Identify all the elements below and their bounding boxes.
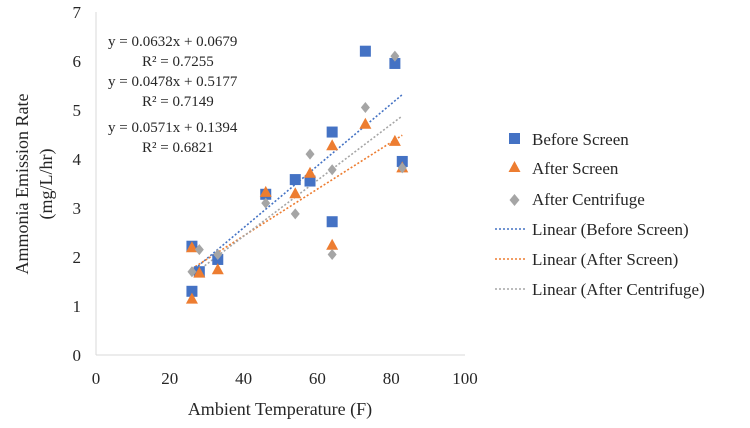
y-axis-unit: (mg/L/hr)	[36, 149, 57, 220]
data-points	[185, 45, 409, 304]
x-tick-label: 40	[235, 369, 252, 388]
x-tick-label: 60	[309, 369, 326, 388]
x-axis-title: Ambient Temperature (F)	[188, 399, 372, 420]
r2-after-centrifuge: R² = 0.6821	[142, 140, 214, 156]
legend-label-after-centrifuge: After Centrifuge	[532, 190, 645, 209]
legend-marker-after-centrifuge	[509, 194, 520, 206]
legend-marker-before-screen	[509, 133, 520, 144]
data-point-after-screen	[359, 117, 372, 129]
data-point-after-centrifuge	[187, 266, 197, 278]
data-point-after-screen	[388, 134, 401, 146]
data-point-after-centrifuge	[261, 197, 271, 209]
x-tick-label: 100	[452, 369, 478, 388]
legend-label-linear-before-screen: Linear (Before Screen)	[532, 220, 689, 239]
x-tick-label: 20	[161, 369, 178, 388]
legend-label-after-screen: After Screen	[532, 159, 619, 178]
data-point-before-screen	[289, 174, 301, 186]
data-point-after-centrifuge	[194, 244, 204, 256]
data-point-after-centrifuge	[390, 50, 400, 62]
data-point-after-centrifuge	[327, 164, 337, 176]
y-tick-labels: 0 1 2 3 4 5 6 7	[73, 3, 82, 365]
y-tick-label: 5	[73, 101, 82, 120]
legend-label-linear-after-screen: Linear (After Screen)	[532, 250, 678, 269]
y-tick-label: 4	[73, 150, 82, 169]
data-point-before-screen	[326, 216, 338, 228]
legend-label-linear-after-centrifuge: Linear (After Centrifuge)	[532, 280, 705, 299]
r2-after-screen: R² = 0.7149	[142, 94, 214, 110]
data-point-after-screen	[185, 241, 198, 253]
data-point-after-centrifuge	[290, 208, 300, 220]
r2-before-screen: R² = 0.7255	[142, 54, 214, 70]
equation-before-screen: y = 0.0632x + 0.0679	[108, 34, 237, 50]
x-tick-label: 0	[92, 369, 101, 388]
y-axis-title: Ammonia Emission Rate	[12, 93, 32, 274]
equation-after-centrifuge: y = 0.0571x + 0.1394	[108, 120, 238, 136]
data-point-before-screen	[186, 285, 198, 297]
data-point-after-centrifuge	[305, 148, 315, 160]
data-point-after-screen	[326, 238, 339, 250]
x-tick-label: 80	[383, 369, 400, 388]
data-point-after-centrifuge	[397, 162, 407, 174]
y-tick-label: 1	[73, 297, 82, 316]
legend-label-before-screen: Before Screen	[532, 130, 629, 149]
data-point-after-screen	[193, 266, 206, 278]
data-point-after-screen	[185, 292, 198, 304]
trendline-equations: y = 0.0632x + 0.0679 R² = 0.7255 y = 0.0…	[108, 34, 238, 156]
data-point-after-centrifuge	[213, 249, 223, 261]
y-tick-label: 3	[73, 199, 82, 218]
data-point-after-screen	[211, 263, 224, 275]
data-point-before-screen	[304, 175, 316, 187]
y-tick-label: 7	[73, 3, 82, 22]
y-tick-label: 0	[73, 346, 82, 365]
x-tick-labels: 0 20 40 60 80 100	[92, 369, 478, 388]
data-point-after-screen	[304, 166, 317, 178]
data-point-after-screen	[289, 187, 302, 199]
equation-after-screen: y = 0.0478x + 0.5177	[108, 74, 238, 90]
y-tick-label: 2	[73, 248, 82, 267]
legend-marker-after-screen	[508, 161, 521, 172]
data-point-before-screen	[389, 57, 401, 69]
data-point-after-screen	[326, 139, 339, 151]
data-point-before-screen	[359, 45, 371, 57]
data-point-after-centrifuge	[360, 102, 370, 114]
data-point-before-screen	[326, 126, 338, 138]
y-tick-label: 6	[73, 52, 82, 71]
data-point-after-centrifuge	[327, 249, 337, 261]
legend: Before Screen After Screen After Centrif…	[495, 130, 705, 299]
trendline-after-screen	[191, 134, 403, 270]
data-point-after-screen	[259, 185, 272, 197]
